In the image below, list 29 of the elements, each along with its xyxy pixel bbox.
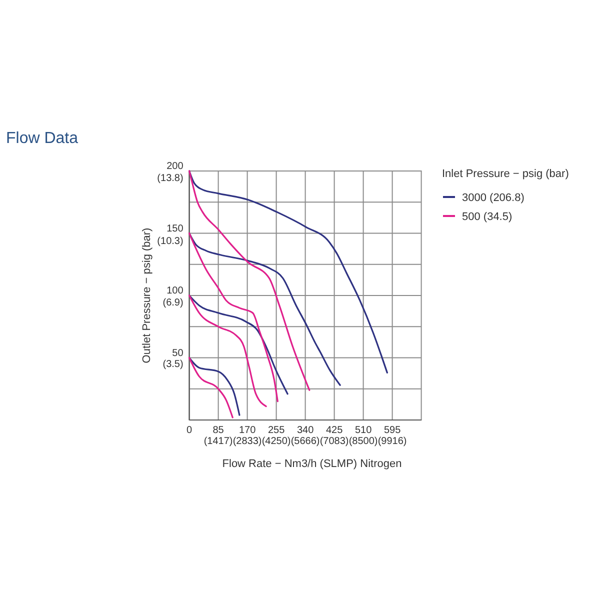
y2-tick-label: (10.3) xyxy=(157,236,184,248)
x-tick-label: 170 xyxy=(238,425,256,436)
y2-tick-label: (3.5) xyxy=(162,358,184,370)
x-tick-label: 255 xyxy=(268,425,286,436)
x2-tick-label: (4250) xyxy=(262,436,291,447)
y2-tick-label: (6.9) xyxy=(162,298,184,308)
y-tick-label: 100 xyxy=(166,286,184,296)
x2-tick-label: (5666) xyxy=(290,436,320,447)
x-tick-label: 0 xyxy=(186,425,193,436)
x2-tick-label: (1417) xyxy=(204,436,233,447)
x-tick-label: 510 xyxy=(354,425,372,436)
x-tick-label: 425 xyxy=(326,425,344,436)
text: Flow Data xyxy=(6,130,78,147)
x2-tick-label: (9916) xyxy=(378,436,407,447)
legend-title: Inlet Pressure − psig (bar) xyxy=(442,168,569,180)
legend-label: 3000 (206.8) xyxy=(462,192,524,204)
y2-tick-label: (13.8) xyxy=(157,173,184,184)
x-tick-label: 85 xyxy=(212,425,224,436)
y2-axis-title: Outlet Pressure − psig (bar) xyxy=(141,228,153,364)
legend-label: 500 (34.5) xyxy=(462,211,512,223)
y-tick-label: 200 xyxy=(166,161,184,172)
x-tick-label: 340 xyxy=(296,425,314,436)
x2-tick-label: (2833) xyxy=(232,436,262,447)
x-tick-label: 595 xyxy=(384,425,402,436)
x2-tick-label: (7083) xyxy=(320,436,349,447)
x-axis-title: Flow Rate − Nm3/h (SLMP) Nitrogen xyxy=(222,458,402,470)
y-tick-label: 150 xyxy=(166,223,184,234)
x2-tick-label: (8500) xyxy=(348,436,378,447)
y-tick-label: 50 xyxy=(172,348,184,359)
